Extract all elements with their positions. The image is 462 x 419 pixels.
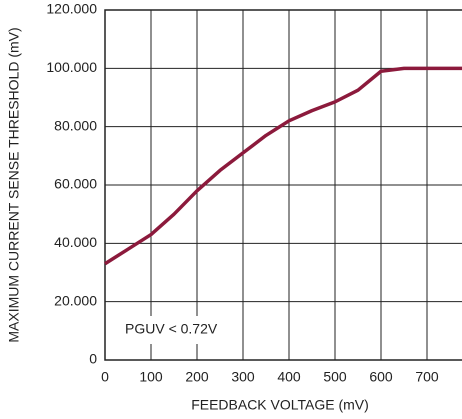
y-axis-title: MAXIMUM CURRENT SENSE THRESHOLD (mV)	[6, 27, 22, 342]
x-tick-label: 200	[185, 369, 209, 385]
x-tick-label: 300	[231, 369, 255, 385]
line	[104, 66, 462, 266]
x-tick-label: 400	[277, 369, 301, 385]
x-axis-title: FEEDBACK VOLTAGE (mV)	[191, 397, 369, 413]
y-tick-label: 100.000	[46, 59, 97, 75]
y-tick-label: 120.000	[46, 1, 97, 17]
y-tick-label: 80.000	[54, 117, 97, 133]
annotation-box	[119, 316, 239, 344]
annotation: PGUV < 0.72V	[125, 321, 218, 337]
y-tick-label: 0	[89, 351, 97, 367]
x-tick-label: 700	[415, 369, 439, 385]
x-tick-label: 0	[101, 369, 109, 385]
x-tick-label: 600	[369, 369, 393, 385]
plot-frame	[104, 9, 462, 361]
y-tick-label: 60.000	[54, 176, 97, 192]
y-tick-label: 40.000	[54, 234, 97, 250]
x-tick-label: 500	[323, 369, 347, 385]
y-tick-label: 20.000	[54, 292, 97, 308]
x-tick-label: 100	[139, 369, 163, 385]
